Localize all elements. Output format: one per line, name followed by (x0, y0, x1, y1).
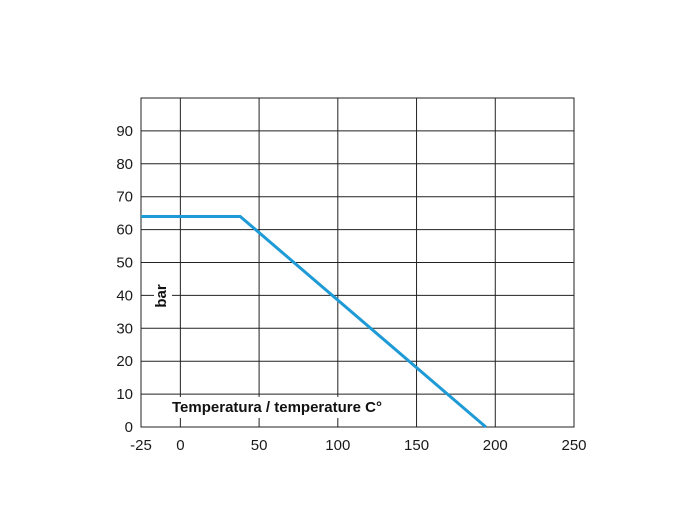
y-tick-label: 10 (116, 386, 133, 403)
y-tick-label: 20 (116, 353, 133, 370)
x-tick-label: 100 (325, 437, 350, 454)
y-tick-label: 30 (116, 320, 133, 337)
x-tick-label: -25 (130, 437, 152, 454)
series-layer (141, 214, 487, 429)
x-tick-label: 150 (404, 437, 429, 454)
y-tick-label: 90 (116, 123, 133, 140)
x-tick-label: 50 (251, 437, 268, 454)
y-tick-label: 50 (116, 255, 133, 272)
y-axis-label-backing (154, 276, 172, 314)
series-line (141, 214, 487, 429)
y-tick-label: 0 (125, 419, 133, 436)
x-tick-label: 0 (176, 437, 184, 454)
x-tick-label: 250 (561, 437, 586, 454)
x-tick-label: 200 (483, 437, 508, 454)
grid (140, 97, 575, 428)
y-tick-label: 60 (116, 222, 133, 239)
y-tick-label: 80 (116, 156, 133, 173)
y-tick-label: 70 (116, 189, 133, 206)
y-axis-label: bar (153, 284, 170, 308)
x-axis-label: Temperatura / temperature C° (172, 399, 382, 416)
x-axis-label-backing (168, 397, 386, 418)
y-tick-label: 40 (116, 287, 133, 304)
